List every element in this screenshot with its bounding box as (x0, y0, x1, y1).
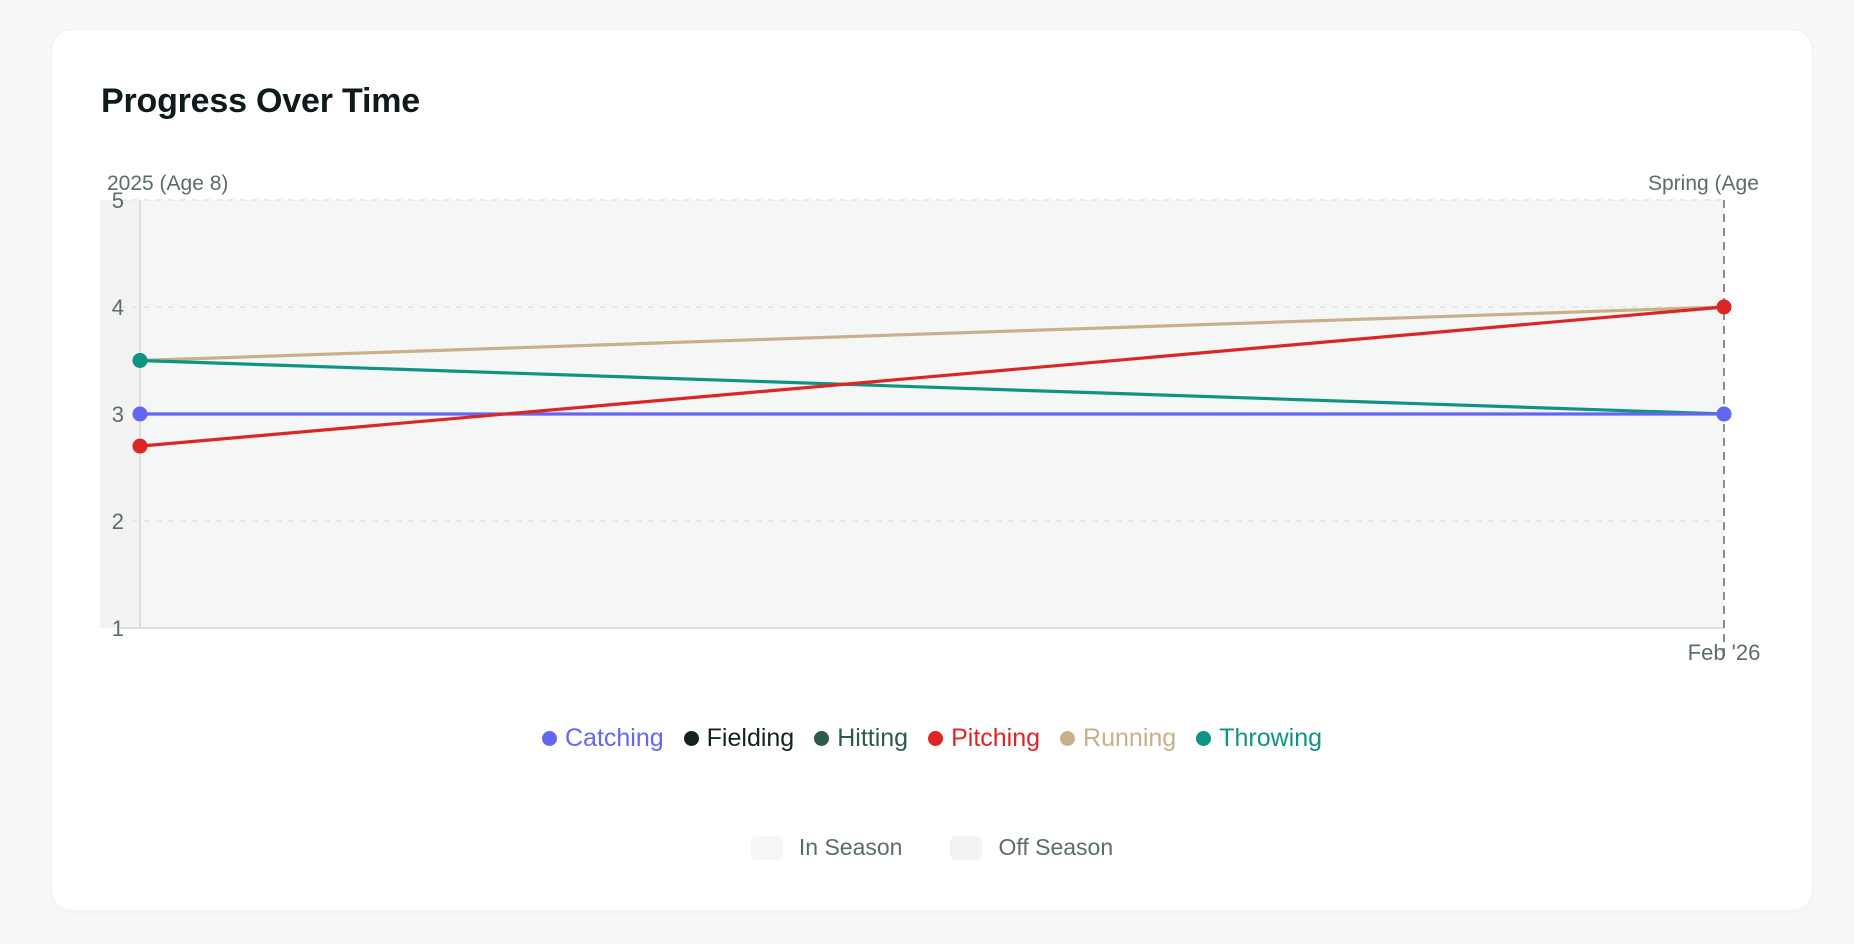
y-tick-label: 4 (112, 295, 124, 320)
data-point-pitching[interactable] (132, 438, 148, 454)
data-point-catching[interactable] (1716, 406, 1732, 422)
legend-dot-icon (928, 731, 944, 746)
series-lines (138, 305, 1726, 448)
legend-label: Running (1083, 724, 1177, 752)
season-legend-item-off-season: Off Season (950, 834, 1113, 861)
season-label: In Season (798, 834, 903, 860)
season-legend: In Season Off Season (52, 834, 1812, 861)
data-point-pitching[interactable] (1716, 299, 1732, 315)
y-tick-label: 1 (112, 616, 124, 641)
card-title: Progress Over Time (101, 82, 420, 120)
legend-dot-icon (814, 731, 830, 746)
period-label-end: Spring (Age (1648, 172, 1759, 195)
legend-dot-icon (683, 731, 699, 746)
season-swatch-icon (950, 835, 983, 860)
x-tick-label: Feb '26 (1688, 640, 1761, 665)
legend-item-pitching[interactable]: Pitching (928, 724, 1040, 753)
legend-item-fielding[interactable]: Fielding (683, 724, 795, 753)
legend-dot-icon (1060, 731, 1076, 746)
data-point-throwing[interactable] (132, 353, 148, 368)
series-points[interactable] (132, 299, 1732, 454)
legend-label: Pitching (951, 724, 1041, 752)
legend-label: Hitting (837, 724, 909, 752)
y-tick-label: 2 (112, 509, 124, 534)
series-line-throwing (138, 358, 1726, 416)
legend-label: Catching (564, 724, 664, 752)
legend-label: Throwing (1219, 724, 1323, 752)
progress-card: Progress Over Time 1 2 3 4 5 2025 (Age 8) Spri… (52, 30, 1812, 910)
legend-dot-icon (541, 731, 557, 746)
season-legend-item-in-season: In Season (750, 834, 903, 861)
series-line-running (138, 305, 1726, 363)
series-line-pitching (138, 305, 1726, 448)
legend-item-hitting[interactable]: Hitting (814, 724, 908, 753)
season-swatch-icon (750, 835, 783, 860)
data-point-catching[interactable] (132, 406, 148, 422)
legend-item-throwing[interactable]: Throwing (1196, 724, 1322, 753)
series-legend: Catching Fielding Hitting Pitching Running Th… (52, 724, 1812, 753)
season-label: Off Season (998, 834, 1114, 860)
legend-item-running[interactable]: Running (1060, 724, 1176, 753)
y-tick-label: 3 (112, 402, 124, 427)
legend-item-catching[interactable]: Catching (541, 724, 664, 753)
legend-dot-icon (1196, 731, 1212, 746)
y-tick-label: 5 (112, 188, 124, 213)
period-label-start: 2025 (Age 8) (107, 172, 228, 195)
legend-label: Fielding (706, 724, 795, 752)
